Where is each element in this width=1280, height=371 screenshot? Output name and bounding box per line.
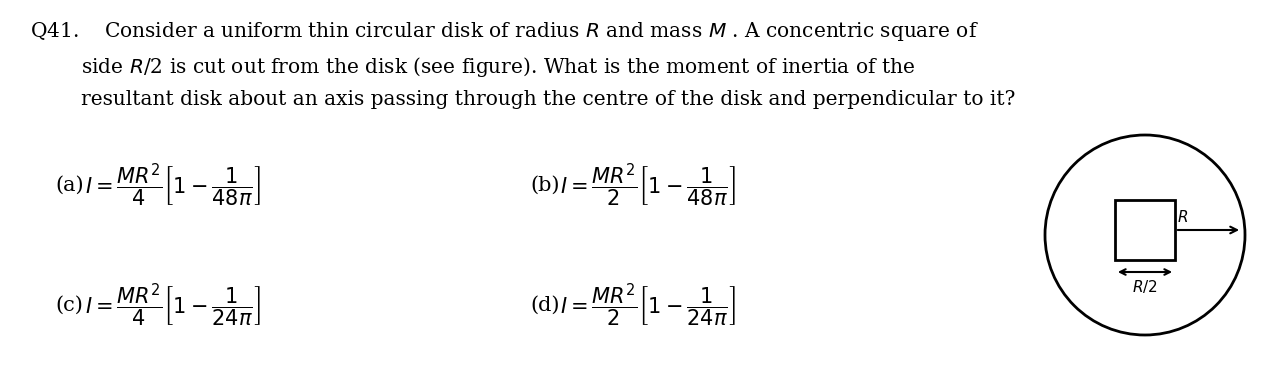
Text: $I=\dfrac{MR^2}{4}\left[1-\dfrac{1}{48\pi}\right]$: $I=\dfrac{MR^2}{4}\left[1-\dfrac{1}{48\p… [84,161,261,209]
Text: side $R$/2 is cut out from the disk (see figure). What is the moment of inertia : side $R$/2 is cut out from the disk (see… [29,55,915,79]
Text: $R/2$: $R/2$ [1133,278,1157,295]
Text: $R$: $R$ [1178,209,1188,225]
Text: Q41.    Consider a uniform thin circular disk of radius $R$ and mass $M$ . A con: Q41. Consider a uniform thin circular di… [29,20,979,43]
Text: resultant disk about an axis passing through the centre of the disk and perpendi: resultant disk about an axis passing thr… [29,90,1015,109]
Text: (c): (c) [55,295,83,315]
Text: $I=\dfrac{MR^2}{4}\left[1-\dfrac{1}{24\pi}\right]$: $I=\dfrac{MR^2}{4}\left[1-\dfrac{1}{24\p… [84,281,261,329]
Text: (a): (a) [55,175,83,194]
Bar [1115,200,1175,260]
Text: $I=\dfrac{MR^2}{2}\left[1-\dfrac{1}{48\pi}\right]$: $I=\dfrac{MR^2}{2}\left[1-\dfrac{1}{48\p… [561,161,736,209]
Text: $I=\dfrac{MR^2}{2}\left[1-\dfrac{1}{24\pi}\right]$: $I=\dfrac{MR^2}{2}\left[1-\dfrac{1}{24\p… [561,281,736,329]
Text: (b): (b) [530,175,559,194]
Text: (d): (d) [530,295,559,315]
